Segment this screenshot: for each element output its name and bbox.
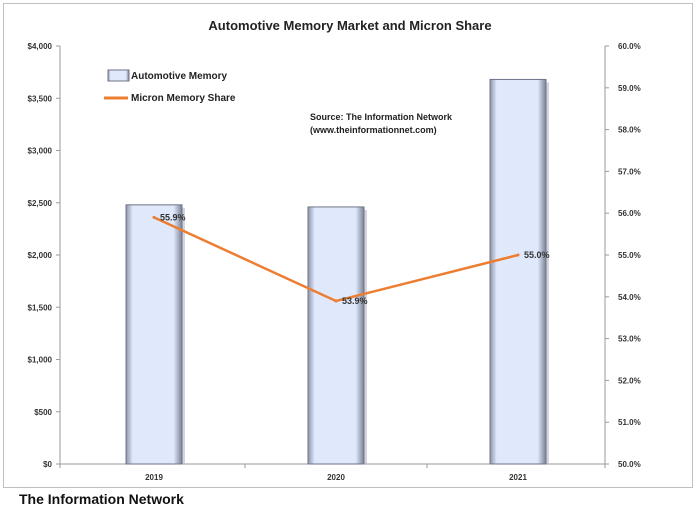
y-right-tick-label: 53.0%: [618, 335, 641, 344]
line-point: [152, 215, 156, 219]
y-left-tick-label: $2,500: [28, 199, 53, 208]
bar-2021: [489, 78, 547, 465]
data-label: 55.9%: [160, 212, 186, 222]
legend-line-label: Micron Memory Share: [131, 93, 236, 104]
line-point: [334, 299, 338, 303]
y-left-tick-label: $0: [43, 460, 52, 469]
y-right-tick-label: 60.0%: [618, 42, 641, 51]
x-tick-label: 2020: [327, 473, 345, 482]
y-left-tick-label: $3,000: [28, 147, 53, 156]
source-line-1: Source: The Information Network: [310, 112, 453, 122]
caption: The Information Network: [19, 491, 184, 507]
y-left-tick-label: $500: [34, 408, 52, 417]
y-right-tick-label: 51.0%: [618, 418, 641, 427]
chart-title: Automotive Memory Market and Micron Shar…: [208, 18, 491, 33]
data-label: 53.9%: [342, 296, 368, 306]
y-left-tick-label: $3,500: [28, 94, 53, 103]
y-left-tick-label: $4,000: [28, 42, 53, 51]
y-right-tick-label: 52.0%: [618, 376, 641, 385]
y-right-tick-label: 57.0%: [618, 167, 641, 176]
line-point: [516, 253, 520, 257]
y-left-tick-label: $1,000: [28, 356, 53, 365]
y-right-tick-label: 54.0%: [618, 293, 641, 302]
legend-bar-label: Automotive Memory: [131, 71, 228, 82]
source-line-2: (www.theinformationnet.com): [310, 125, 437, 135]
legend-bar-swatch: [107, 69, 130, 82]
bar-2019: [125, 204, 183, 465]
y-left-tick-label: $1,500: [28, 303, 53, 312]
y-right-tick-label: 56.0%: [618, 209, 641, 218]
combo-chart: Automotive Memory Market and Micron Shar…: [28, 18, 641, 482]
y-right-tick-label: 50.0%: [618, 460, 641, 469]
y-right-tick-label: 59.0%: [618, 84, 641, 93]
y-left-tick-label: $2,000: [28, 251, 53, 260]
data-label: 55.0%: [524, 250, 550, 260]
y-right-tick-label: 58.0%: [618, 126, 641, 135]
bar-2020: [307, 206, 365, 465]
x-tick-label: 2021: [509, 473, 527, 482]
y-right-tick-label: 55.0%: [618, 251, 641, 260]
x-tick-label: 2019: [145, 473, 163, 482]
